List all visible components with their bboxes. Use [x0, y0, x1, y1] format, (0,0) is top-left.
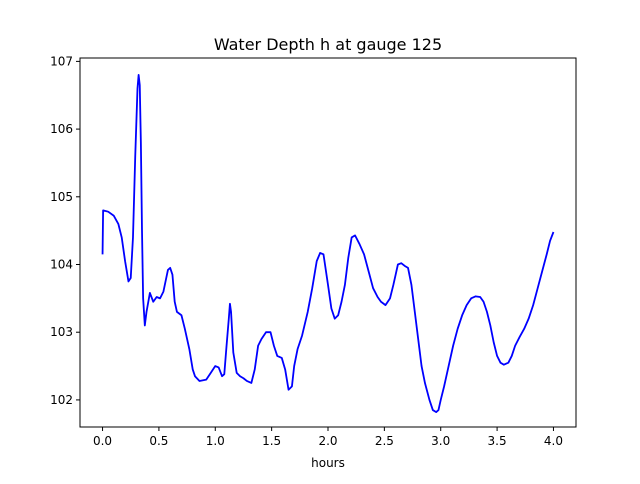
x-tick-label: 0.5: [149, 434, 168, 448]
series-line-0: [101, 74, 555, 413]
y-axis: 102 103 104 105 106 107: [50, 54, 80, 407]
y-tick-label: 102: [50, 393, 73, 407]
axes-frame: [79, 57, 577, 428]
x-tick-label: 1.5: [262, 434, 281, 448]
x-tick-label: 3.5: [488, 434, 507, 448]
y-tick-label: 103: [50, 325, 73, 339]
x-axis: 0.0 0.5 1.0 1.5 2.0 2.5 3.0 3.5 4.0: [93, 427, 563, 448]
x-tick-label: 1.0: [206, 434, 225, 448]
x-tick-label: 4.0: [544, 434, 563, 448]
x-axis-label: hours: [311, 456, 345, 470]
x-tick-label: 2.5: [375, 434, 394, 448]
y-tick-label: 104: [50, 258, 73, 272]
x-tick-label: 2.0: [318, 434, 337, 448]
x-tick-label: 3.0: [431, 434, 450, 448]
y-tick-label: 106: [50, 122, 73, 136]
chart-title: Water Depth h at gauge 125: [214, 35, 442, 54]
y-tick-label: 105: [50, 190, 73, 204]
x-tick-label: 0.0: [93, 434, 112, 448]
y-tick-label: 107: [50, 54, 73, 68]
plot-area: [101, 74, 555, 413]
